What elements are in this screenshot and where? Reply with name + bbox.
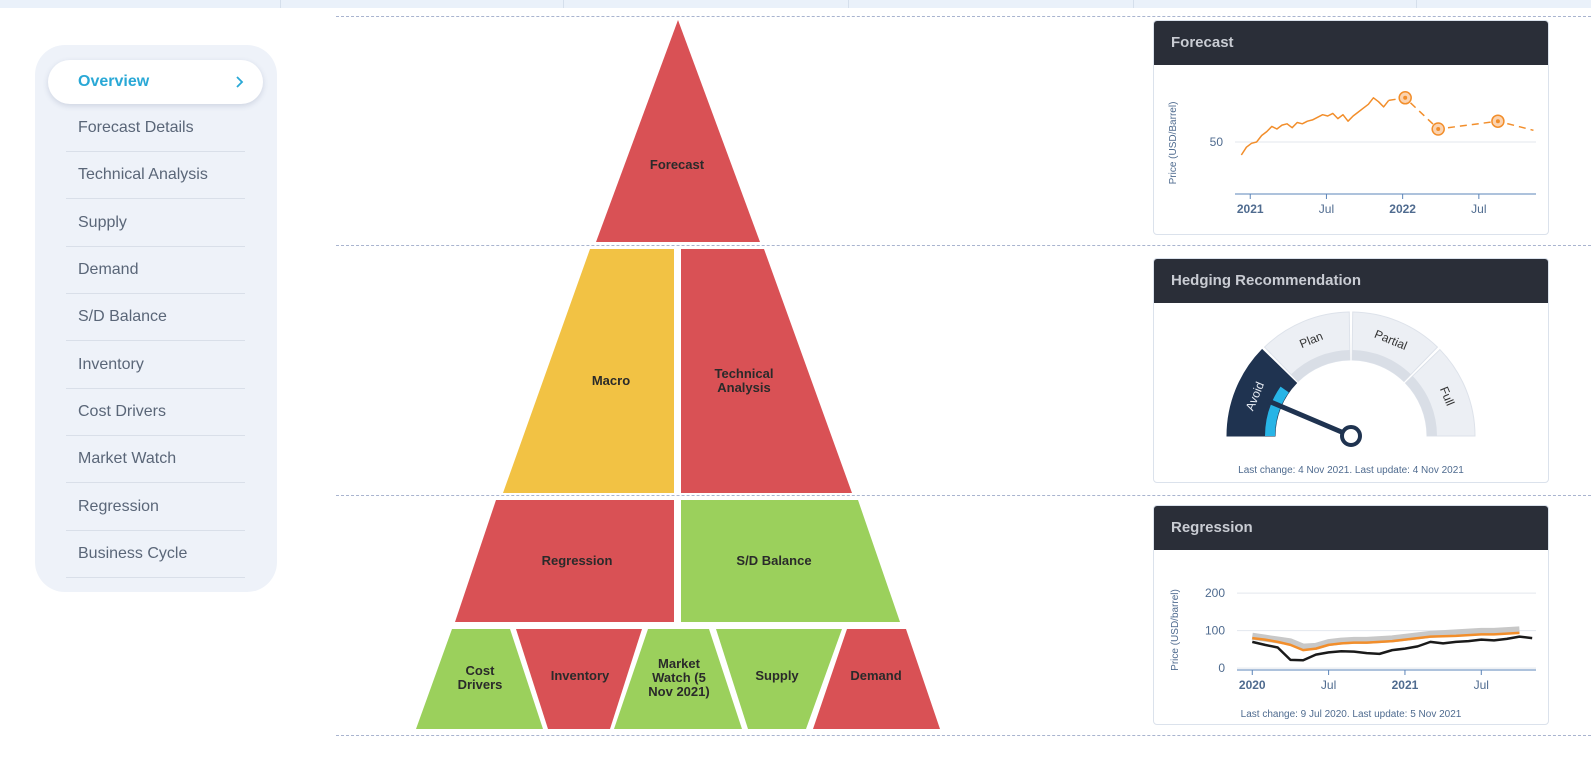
y-tick-label: 50 [1210, 135, 1224, 149]
nav-separator [66, 198, 245, 199]
forecast-point-dot [1495, 119, 1500, 124]
forecast-card: 50 2021 Jul 2022 Jul Price (USD/Barrel) Forec… [1153, 20, 1549, 235]
row-divider [336, 245, 1591, 246]
tab-divider [563, 0, 564, 8]
hedging-gauge: Last change: 4 Nov 2021. Last update: 4 … [1226, 311, 1476, 476]
nav-separator [66, 151, 245, 152]
gauge-hub [1340, 425, 1362, 447]
gauge-label: Full [1437, 385, 1457, 408]
tab-divider [280, 0, 281, 8]
row-divider [336, 16, 1591, 17]
regression-card: Last change: 9 Jul 2020. Last update: 5 … [1153, 505, 1549, 725]
y-tick-label: 200 [1205, 586, 1225, 600]
pyramid-cell[interactable] [681, 500, 900, 622]
nav-separator [66, 530, 245, 531]
row-divider [336, 735, 1591, 736]
x-tick-label: Jul [1474, 678, 1489, 692]
pyramid-label: Technical Analysis [714, 366, 774, 395]
x-tick-label: Jul [1319, 202, 1334, 216]
pyramid-label: Cost Drivers [457, 663, 503, 692]
y-axis-label: Price (USD/barrel) [1170, 589, 1181, 671]
pyramid-label: S/D Balance [736, 553, 812, 568]
series-line [1251, 626, 1520, 651]
x-tick-label: 2022 [1389, 202, 1416, 216]
nav-item[interactable]: Market Watch [78, 450, 177, 467]
pyramid-label: Demand [850, 668, 902, 683]
y-axis-label: Price (USD/Barrel) [1168, 102, 1179, 185]
nav-item[interactable]: Technical Analysis [78, 166, 208, 183]
nav-separator [66, 482, 245, 483]
series-line [1252, 631, 1520, 652]
row-divider [336, 495, 1591, 496]
gauge-segment [1226, 348, 1298, 437]
gauge-segment [1351, 311, 1439, 383]
nav-item[interactable]: Demand [78, 261, 139, 278]
pyramid-cell[interactable] [503, 249, 674, 493]
forecast-point-dot [1436, 127, 1441, 131]
nav-item[interactable]: Cost Drivers [78, 403, 167, 420]
x-tick-label: Jul [1471, 202, 1486, 216]
card-footer: Last change: 4 Nov 2021. Last update: 4 … [1238, 465, 1464, 476]
nav-separator [66, 293, 245, 294]
x-tick-label: Jul [1321, 678, 1336, 692]
chevron-icon [236, 76, 244, 88]
nav-item[interactable]: Inventory [78, 356, 144, 373]
card-title: Hedging Recommendation [1154, 259, 1548, 303]
nav-item[interactable]: Forecast Details [78, 119, 194, 136]
tab-divider [848, 0, 849, 8]
nav-separator [66, 577, 245, 578]
gauge-segment [1263, 311, 1351, 383]
hedging-card: Last change: 4 Nov 2021. Last update: 4 … [1153, 258, 1549, 483]
nav-separator [66, 246, 245, 247]
active-pill [48, 60, 263, 104]
nav-item[interactable]: Supply [78, 214, 127, 231]
nav-item[interactable]: Regression [78, 498, 159, 515]
series-line [1240, 97, 1390, 156]
nav-separator [66, 388, 245, 389]
gauge-indicator [1265, 386, 1289, 436]
card-footer: Last change: 9 Jul 2020. Last update: 5 … [1241, 709, 1462, 720]
card-title: Regression [1154, 506, 1548, 550]
series-line [1251, 635, 1533, 662]
gauge-track [1405, 376, 1437, 436]
nav-item[interactable]: S/D Balance [78, 308, 167, 325]
top-bar [0, 0, 1591, 8]
gauge-segment [1404, 348, 1476, 437]
nav-item[interactable]: Overview [78, 73, 150, 90]
nav-separator [66, 435, 245, 436]
gauge-needle [1267, 399, 1354, 439]
gauge-track [1352, 350, 1411, 382]
nav-separator [66, 340, 245, 341]
tab-divider [1416, 0, 1417, 8]
pyramid-label: Regression [541, 553, 613, 568]
pyramid-cell[interactable] [455, 500, 674, 622]
nav-item[interactable]: Business Cycle [78, 545, 188, 562]
pyramid-label: Supply [755, 668, 799, 683]
y-tick-label: 0 [1218, 661, 1225, 675]
forecast-chart: 50 2021 Jul 2022 Jul Price (USD/Barrel) [1168, 91, 1536, 216]
gauge-track [1291, 350, 1350, 382]
pyramid-label: Macro [591, 373, 631, 388]
x-tick-label: 2021 [1392, 678, 1419, 692]
card-title: Forecast [1154, 21, 1548, 65]
pyramid-label: Market Watch (5 Nov 2021) [648, 656, 710, 699]
side-nav [35, 45, 277, 592]
forecast-point-dot [1403, 95, 1408, 100]
regression-chart: Last change: 9 Jul 2020. Last update: 5 … [1170, 586, 1536, 720]
pyramid-cell[interactable] [596, 20, 760, 242]
x-tick-label: 2020 [1239, 678, 1266, 692]
pyramid-label: Inventory [550, 668, 610, 683]
y-tick-label: 100 [1205, 624, 1225, 638]
tab-divider [1133, 0, 1134, 8]
pyramid-label: Forecast [649, 157, 705, 172]
series-line [1388, 97, 1534, 132]
x-tick-label: 2021 [1237, 202, 1264, 216]
